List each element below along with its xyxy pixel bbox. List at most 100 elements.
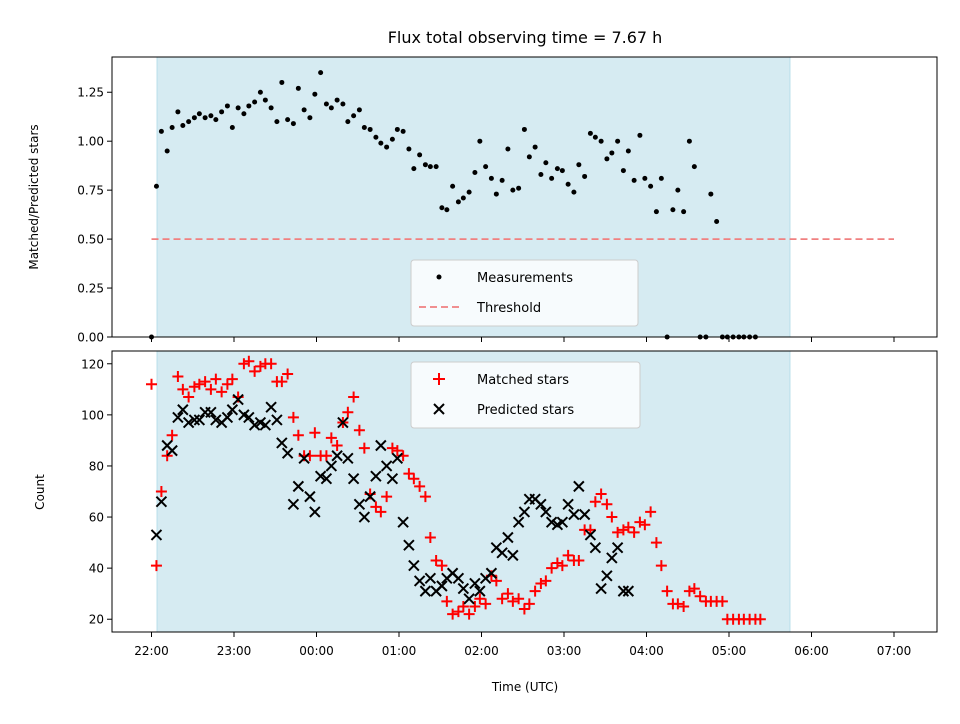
- matched-star-point: [193, 378, 205, 390]
- predicted-star-point: [325, 460, 338, 472]
- x-tick-label: 07:00: [877, 644, 912, 658]
- matched-star-point: [518, 603, 530, 615]
- measurement-point: [483, 164, 489, 170]
- measurement-point: [411, 166, 417, 172]
- matched-star-point: [309, 427, 321, 439]
- matched-star-point: [634, 516, 646, 528]
- y-tick-label: 60: [89, 511, 104, 525]
- matched-star-point: [513, 593, 525, 605]
- measurement-point: [708, 191, 714, 197]
- predicted-star-point: [622, 585, 635, 597]
- bottom-panel: 20 40 60 80 100 120 22:00 23:00 00:00 01:00 02:00…: [33, 350, 938, 694]
- matched-star-point: [243, 355, 255, 367]
- matched-star-point: [424, 531, 436, 543]
- top-legend: Measurements Threshold: [410, 259, 639, 327]
- y-tick-label: 1.25: [77, 86, 104, 100]
- legend-predicted-label: Predicted stars: [477, 403, 574, 418]
- measurement-point: [274, 119, 280, 125]
- measurement-point: [554, 166, 560, 172]
- measurement-point: [675, 187, 681, 193]
- measurement-point: [620, 168, 626, 174]
- predicted-star-point: [556, 516, 569, 528]
- measurement-point: [642, 175, 648, 181]
- matched-star-point: [457, 600, 469, 612]
- measurement-point: [208, 113, 214, 119]
- matched-star-point: [551, 557, 563, 569]
- measurement-point: [307, 115, 313, 121]
- measurement-point: [532, 144, 538, 150]
- matched-star-point: [584, 524, 596, 536]
- measurement-point: [516, 185, 522, 191]
- measurement-point: [625, 148, 631, 154]
- measurement-point: [246, 103, 252, 109]
- predicted-star-point: [193, 414, 206, 426]
- measurement-point: [290, 121, 296, 127]
- measurement-point: [169, 124, 175, 130]
- matched-star-point: [205, 383, 217, 395]
- matched-star-point: [381, 491, 393, 503]
- measurement-point: [691, 164, 697, 170]
- matched-star-point: [622, 521, 634, 533]
- measurement-point: [186, 119, 192, 125]
- measurement-point: [505, 146, 511, 152]
- measurement-point: [164, 148, 170, 154]
- measurement-point: [658, 175, 664, 181]
- predicted-star-point: [408, 559, 420, 572]
- matched-star-point: [370, 501, 382, 513]
- legend-matched-marker: [433, 373, 445, 385]
- matched-star-point: [496, 593, 508, 605]
- measurement-point: [252, 99, 258, 105]
- measurement-point: [153, 183, 159, 189]
- matched-star-point: [199, 376, 211, 388]
- measurement-point: [521, 126, 527, 132]
- measurement-point: [444, 207, 450, 213]
- legend-matched-label: Matched stars: [477, 373, 569, 388]
- predicted-star-point: [172, 411, 184, 424]
- measurement-point: [576, 162, 582, 168]
- matched-star-point: [595, 488, 607, 500]
- bottom-x-ticks: 22:00 23:00 00:00 01:00 02:00 03:00 04:00 05:00…: [134, 632, 911, 658]
- predicted-star-point: [358, 511, 371, 523]
- matched-star-point: [249, 365, 261, 377]
- matched-star-point: [589, 496, 601, 508]
- matched-star-point: [688, 583, 700, 595]
- matched-star-point: [155, 486, 167, 497]
- measurement-point: [526, 154, 532, 160]
- matched-star-point: [529, 585, 541, 597]
- measurement-point: [510, 187, 516, 193]
- predicted-star-point: [589, 541, 602, 554]
- legend-predicted-marker: [433, 403, 445, 415]
- measurement-point: [460, 195, 466, 201]
- y-tick-label: 100: [81, 408, 104, 422]
- measurement-point: [406, 146, 412, 152]
- legend-measurements-marker: [436, 274, 442, 280]
- predicted-star-point: [320, 473, 333, 485]
- predicted-star-point: [512, 516, 525, 528]
- predicted-star-point: [347, 473, 360, 485]
- measurement-point: [571, 189, 577, 195]
- predicted-star-point: [166, 444, 178, 457]
- measurement-point: [257, 89, 263, 95]
- matched-star-point: [678, 600, 690, 612]
- matched-star-point: [210, 373, 222, 385]
- matched-star-point: [146, 378, 157, 390]
- bottom-data-points: [146, 355, 766, 625]
- predicted-star-point: [562, 498, 574, 510]
- measurement-point: [450, 183, 456, 189]
- predicted-star-point: [595, 582, 607, 595]
- matched-star-point: [469, 600, 481, 612]
- matched-star-point: [452, 606, 464, 618]
- measurement-point: [439, 205, 445, 211]
- matched-star-point: [612, 526, 624, 538]
- y-tick-label: 0.25: [77, 282, 104, 296]
- predicted-star-point: [413, 575, 426, 587]
- measurement-point: [312, 91, 318, 97]
- measurement-point: [592, 134, 598, 140]
- matched-star-point: [628, 526, 640, 538]
- predicted-star-point: [611, 541, 624, 554]
- matched-star-point: [265, 358, 277, 370]
- predicted-star-point: [221, 411, 234, 424]
- matched-star-point: [655, 560, 667, 572]
- measurement-point: [213, 117, 219, 123]
- measurement-point: [345, 119, 351, 125]
